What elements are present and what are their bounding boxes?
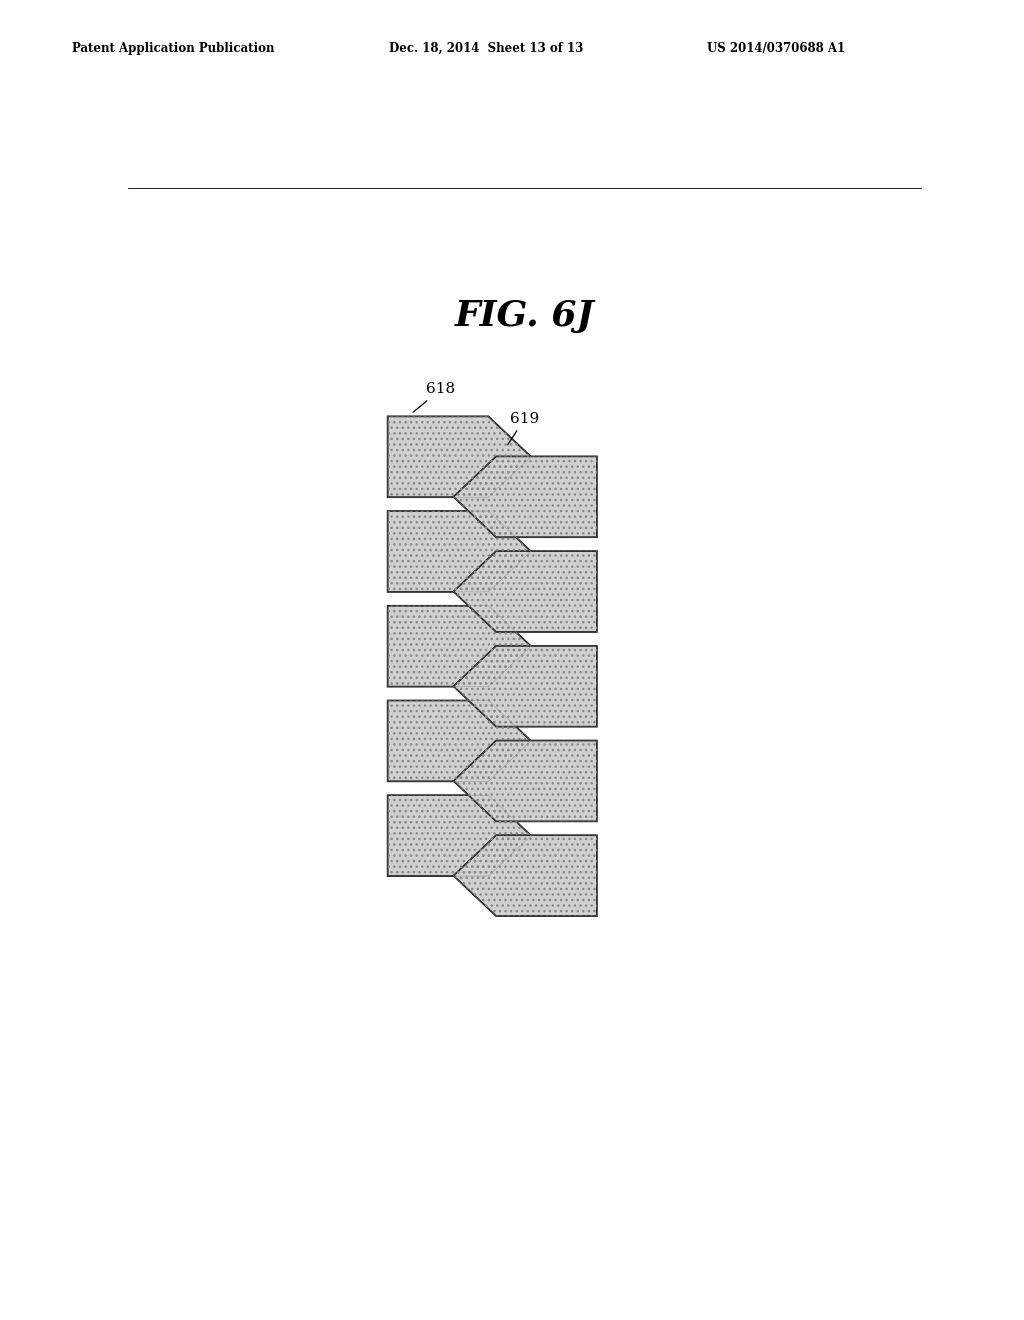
Text: 619: 619 (508, 412, 540, 445)
Polygon shape (388, 606, 531, 686)
Polygon shape (454, 836, 597, 916)
Polygon shape (454, 457, 597, 537)
Polygon shape (454, 645, 597, 726)
Text: Dec. 18, 2014  Sheet 13 of 13: Dec. 18, 2014 Sheet 13 of 13 (389, 42, 584, 55)
Text: FIG. 6J: FIG. 6J (455, 298, 595, 333)
Polygon shape (388, 511, 531, 591)
Text: US 2014/0370688 A1: US 2014/0370688 A1 (707, 42, 845, 55)
Text: Patent Application Publication: Patent Application Publication (72, 42, 274, 55)
Polygon shape (388, 701, 531, 781)
Text: 618: 618 (413, 383, 456, 412)
Polygon shape (388, 795, 531, 876)
Polygon shape (454, 552, 597, 632)
Polygon shape (454, 741, 597, 821)
Polygon shape (388, 416, 531, 498)
